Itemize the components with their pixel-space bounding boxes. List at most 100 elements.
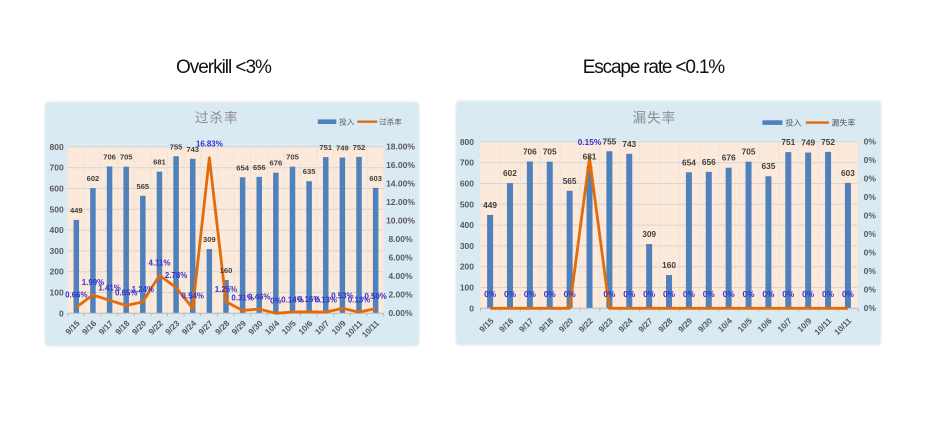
svg-text:602: 602	[503, 168, 517, 178]
svg-text:705: 705	[741, 147, 755, 157]
svg-text:0: 0	[469, 304, 474, 314]
svg-text:10/11: 10/11	[359, 317, 381, 339]
svg-text:9/15: 9/15	[63, 317, 82, 336]
svg-text:600: 600	[459, 179, 473, 189]
svg-text:4.00%: 4.00%	[388, 270, 413, 280]
svg-text:200: 200	[459, 262, 473, 272]
svg-text:751: 751	[319, 143, 332, 152]
svg-text:635: 635	[302, 167, 315, 176]
svg-text:0.15%: 0.15%	[577, 137, 601, 147]
svg-text:10/4: 10/4	[715, 316, 734, 335]
svg-text:0%: 0%	[623, 289, 636, 299]
svg-text:10/11: 10/11	[812, 316, 834, 338]
svg-text:9/24: 9/24	[616, 316, 635, 335]
svg-text:漏失率: 漏失率	[831, 118, 855, 128]
svg-text:0%: 0%	[702, 289, 715, 299]
svg-text:9/28: 9/28	[212, 317, 231, 336]
svg-text:400: 400	[459, 220, 473, 230]
svg-text:0.54%: 0.54%	[181, 291, 203, 300]
svg-text:9/17: 9/17	[516, 316, 535, 335]
svg-text:9/29: 9/29	[229, 317, 248, 336]
svg-text:1.99%: 1.99%	[81, 278, 103, 287]
svg-text:100: 100	[459, 283, 473, 293]
svg-text:603: 603	[369, 173, 382, 182]
svg-text:0.00%: 0.00%	[388, 307, 413, 317]
svg-text:705: 705	[542, 147, 556, 157]
svg-text:9/18: 9/18	[536, 316, 555, 335]
svg-text:投入: 投入	[339, 116, 354, 126]
svg-text:0.85%: 0.85%	[115, 288, 137, 297]
svg-text:755: 755	[169, 142, 182, 151]
svg-text:676: 676	[721, 153, 735, 163]
svg-text:743: 743	[622, 139, 636, 149]
svg-text:10/7: 10/7	[775, 316, 794, 335]
svg-text:16.00%: 16.00%	[386, 159, 415, 169]
svg-text:0.46%: 0.46%	[248, 292, 270, 301]
svg-text:9/22: 9/22	[146, 317, 165, 336]
svg-text:400: 400	[49, 225, 63, 235]
svg-text:656: 656	[701, 157, 715, 167]
svg-text:9/29: 9/29	[675, 316, 694, 335]
svg-text:0%: 0%	[722, 289, 735, 299]
svg-text:9/27: 9/27	[196, 317, 215, 336]
svg-text:0.13%: 0.13%	[347, 295, 369, 304]
svg-text:0%: 0%	[863, 248, 876, 258]
svg-text:0.13%: 0.13%	[314, 295, 336, 304]
svg-text:9/20: 9/20	[556, 316, 575, 335]
svg-text:0%: 0%	[663, 289, 676, 299]
svg-text:10/5: 10/5	[279, 317, 298, 336]
svg-text:681: 681	[153, 157, 166, 166]
svg-text:漏失率: 漏失率	[632, 110, 676, 126]
svg-text:743: 743	[186, 144, 199, 153]
svg-text:10/11: 10/11	[831, 316, 853, 338]
svg-text:0%: 0%	[503, 289, 516, 299]
svg-text:8.00%: 8.00%	[388, 233, 413, 243]
svg-text:0%: 0%	[762, 289, 775, 299]
svg-text:654: 654	[681, 158, 695, 168]
svg-text:10/11: 10/11	[342, 317, 364, 339]
svg-text:100: 100	[49, 287, 63, 297]
svg-text:14.00%: 14.00%	[386, 178, 415, 188]
svg-text:705: 705	[119, 152, 132, 161]
svg-text:0%: 0%	[782, 289, 795, 299]
svg-text:309: 309	[203, 235, 216, 244]
svg-text:9/16: 9/16	[496, 316, 515, 335]
svg-text:449: 449	[483, 200, 497, 210]
svg-text:635: 635	[761, 162, 775, 172]
svg-text:160: 160	[219, 266, 232, 275]
svg-text:9/23: 9/23	[162, 317, 181, 336]
svg-text:9/15: 9/15	[477, 316, 496, 335]
svg-text:500: 500	[49, 204, 63, 214]
svg-text:0%: 0%	[863, 155, 876, 165]
svg-text:565: 565	[136, 181, 149, 190]
svg-text:0.66%: 0.66%	[65, 290, 87, 299]
svg-text:0%: 0%	[643, 289, 656, 299]
svg-text:9/24: 9/24	[179, 317, 198, 336]
svg-text:0%: 0%	[563, 289, 576, 299]
svg-text:0%: 0%	[863, 303, 876, 313]
svg-text:656: 656	[252, 162, 265, 171]
svg-text:10/4: 10/4	[262, 317, 281, 336]
svg-text:过杀率: 过杀率	[379, 116, 402, 126]
svg-text:9/30: 9/30	[695, 316, 714, 335]
svg-text:751: 751	[781, 137, 795, 147]
svg-text:676: 676	[269, 158, 282, 167]
svg-text:4.11%: 4.11%	[148, 258, 170, 267]
svg-text:565: 565	[562, 176, 576, 186]
svg-text:0%: 0%	[863, 174, 876, 184]
svg-text:755: 755	[602, 137, 616, 147]
svg-text:1.24%: 1.24%	[131, 285, 153, 294]
svg-text:0%: 0%	[742, 289, 755, 299]
svg-text:706: 706	[103, 152, 116, 161]
svg-text:2.00%: 2.00%	[388, 289, 413, 299]
svg-text:2.78%: 2.78%	[164, 270, 186, 279]
svg-text:160: 160	[662, 260, 676, 270]
svg-text:0%: 0%	[863, 229, 876, 239]
svg-text:500: 500	[459, 200, 473, 210]
svg-text:9/18: 9/18	[113, 317, 132, 336]
svg-text:0.53%: 0.53%	[331, 291, 353, 300]
svg-text:602: 602	[86, 174, 99, 183]
svg-text:681: 681	[582, 152, 596, 162]
svg-text:0%: 0%	[841, 289, 854, 299]
svg-text:654: 654	[236, 163, 249, 172]
